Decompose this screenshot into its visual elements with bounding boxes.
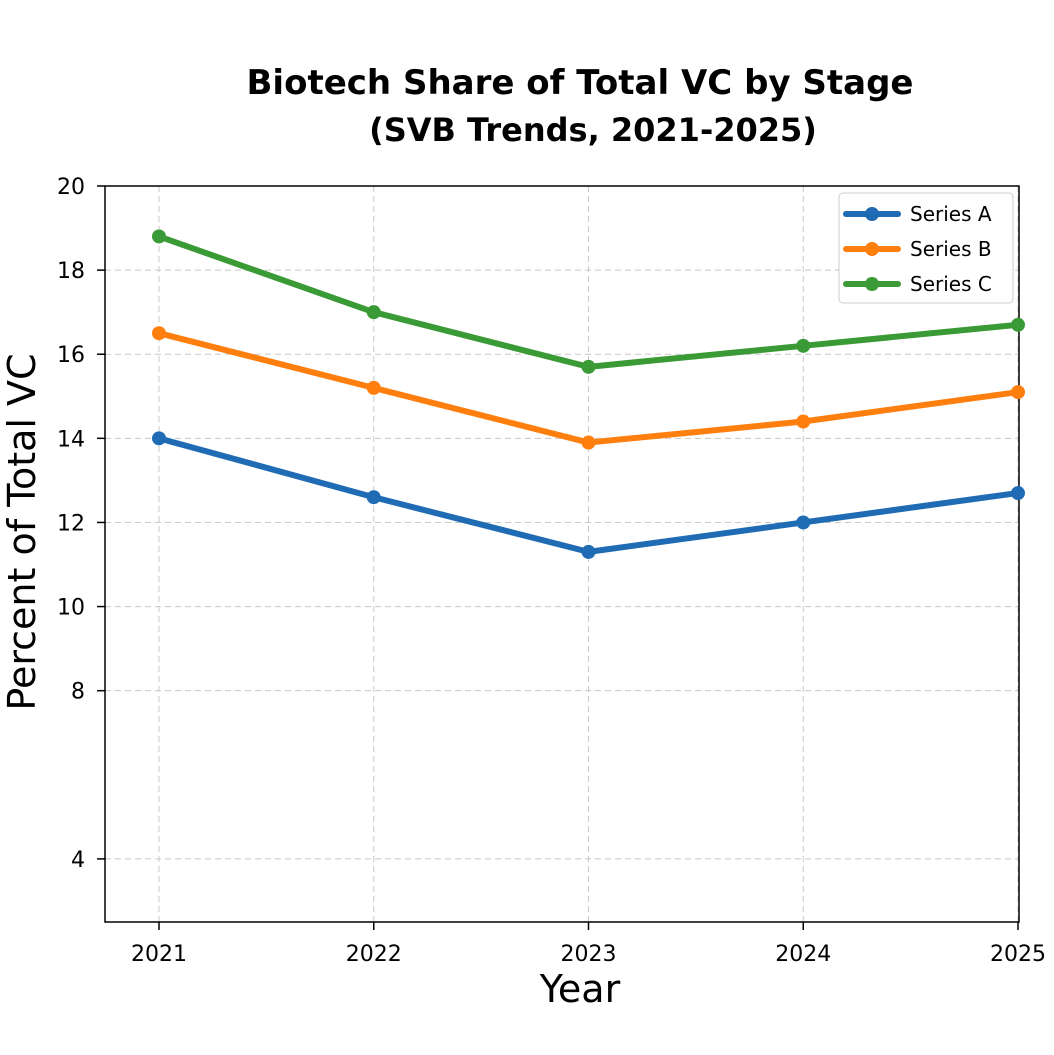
x-tick-label: 2021 xyxy=(131,942,187,967)
data-point xyxy=(366,380,381,395)
data-point xyxy=(366,305,381,320)
data-point xyxy=(152,326,166,341)
data-point xyxy=(796,414,811,429)
y-axis-ticks: 4 8 10 12 14 16 18 20 xyxy=(57,175,105,873)
data-point xyxy=(152,229,166,244)
x-axis-label: Year xyxy=(539,967,621,1011)
y-tick-label: 12 xyxy=(57,511,85,536)
y-tick-label: 20 xyxy=(57,175,85,200)
data-point xyxy=(581,435,596,450)
x-tick-label: 2024 xyxy=(775,942,831,967)
x-tick-label: 2025 xyxy=(990,942,1046,967)
data-point xyxy=(581,544,596,559)
legend-swatch-marker xyxy=(865,207,879,221)
legend-label: Series C xyxy=(910,272,992,296)
y-tick-label: 10 xyxy=(57,596,85,621)
data-point xyxy=(1011,486,1025,501)
data-point xyxy=(1011,317,1025,332)
y-tick-label: 14 xyxy=(57,427,85,452)
legend-label: Series A xyxy=(910,202,992,226)
data-point xyxy=(1011,385,1025,400)
data-point xyxy=(796,338,811,353)
data-point xyxy=(581,359,596,374)
data-point xyxy=(152,431,166,446)
legend-box xyxy=(838,192,1014,304)
legend: Series A Series B Series C xyxy=(838,192,1014,304)
series-lines xyxy=(152,229,1025,559)
legend-label: Series B xyxy=(910,237,992,261)
data-point xyxy=(796,515,811,530)
series-line xyxy=(156,435,1021,555)
x-tick-label: 2022 xyxy=(346,942,402,967)
legend-swatch-marker xyxy=(865,242,879,256)
data-point xyxy=(366,490,381,505)
y-tick-label: 8 xyxy=(71,680,85,705)
legend-swatch-marker xyxy=(865,277,879,291)
y-tick-label: 18 xyxy=(57,259,85,284)
x-tick-label: 2023 xyxy=(561,942,617,967)
chart-title: Biotech Share of Total VC by Stage xyxy=(247,63,914,103)
plot-area-frame xyxy=(104,185,1020,923)
chart-subtitle: (SVB Trends, 2021-2025) xyxy=(369,111,817,149)
y-tick-label: 16 xyxy=(57,343,85,368)
x-axis-ticks: 2021 2022 2023 2024 2025 xyxy=(131,922,1046,967)
y-tick-label: 4 xyxy=(71,848,85,873)
y-axis-label: Percent of Total VC xyxy=(0,353,44,710)
